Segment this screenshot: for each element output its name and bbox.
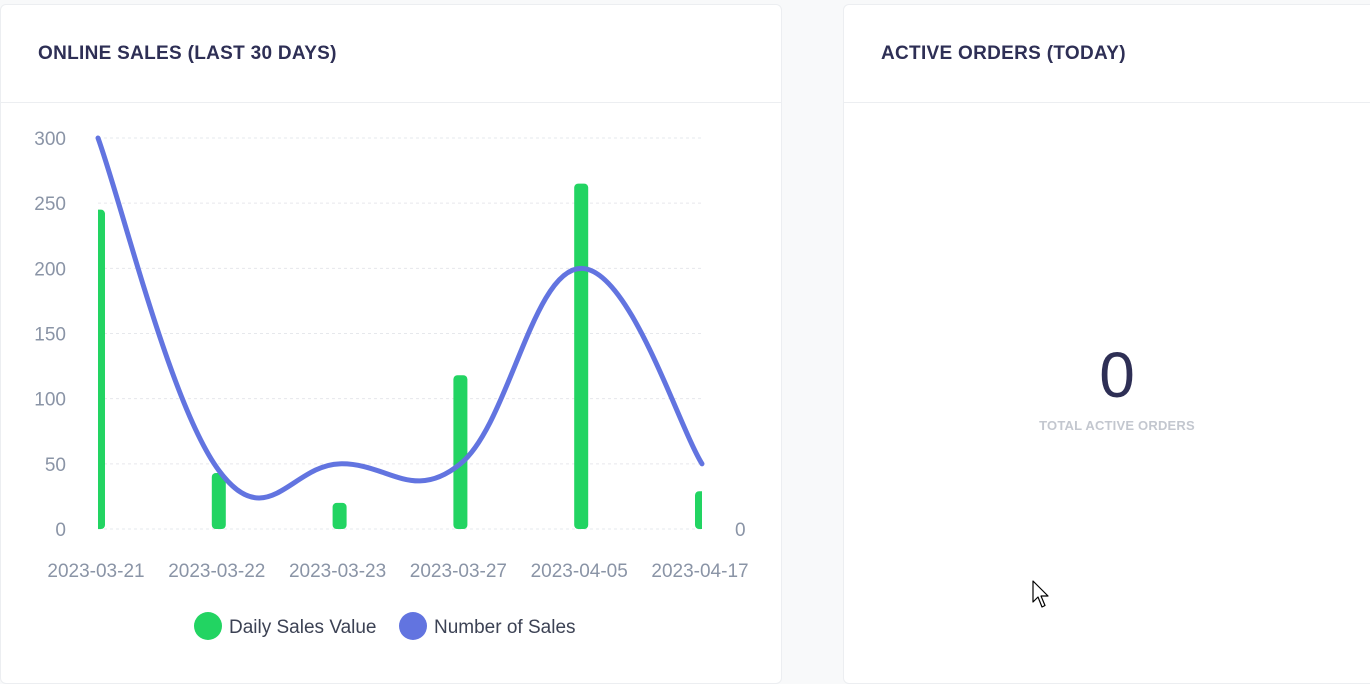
x-tick-label: 2023-03-27 bbox=[410, 561, 507, 582]
y-tick-label: 0 bbox=[55, 520, 66, 541]
active-orders-count: 0 bbox=[1099, 339, 1135, 411]
bar bbox=[695, 491, 702, 529]
online-sales-title: ONLINE SALES (LAST 30 DAYS) bbox=[38, 43, 337, 64]
x-tick-label: 2023-04-05 bbox=[531, 561, 628, 582]
y-tick-label: 250 bbox=[34, 194, 66, 215]
mouse-cursor-icon bbox=[1032, 580, 1049, 608]
y-tick-label: 50 bbox=[45, 455, 66, 476]
active-orders-title: ACTIVE ORDERS (TODAY) bbox=[881, 43, 1126, 64]
bar bbox=[332, 502, 347, 529]
online-sales-chart: 0 50 100 150 200 250 300 0 2023-03-21 2023-03-22 2… bbox=[34, 129, 749, 640]
online-sales-card-header: ONLINE SALES (LAST 30 DAYS) bbox=[1, 5, 781, 103]
y2-tick-label: 0 bbox=[735, 520, 746, 541]
legend-label[interactable]: Daily Sales Value bbox=[229, 617, 377, 638]
bar bbox=[574, 183, 589, 529]
y-tick-label: 200 bbox=[34, 259, 66, 280]
active-orders-card-header: ACTIVE ORDERS (TODAY) bbox=[844, 5, 1370, 103]
legend-marker[interactable] bbox=[194, 612, 222, 640]
active-orders-caption: TOTAL ACTIVE ORDERS bbox=[1039, 418, 1195, 433]
bar bbox=[98, 209, 105, 529]
x-tick-label: 2023-03-22 bbox=[168, 561, 265, 582]
online-sales-card: ONLINE SALES (LAST 30 DAYS) bbox=[0, 4, 782, 684]
x-tick-label: 2023-03-21 bbox=[47, 561, 144, 582]
y-tick-label: 150 bbox=[34, 325, 66, 346]
x-tick-label: 2023-03-23 bbox=[289, 561, 386, 582]
bar bbox=[453, 375, 468, 529]
x-tick-label: 2023-04-17 bbox=[651, 561, 748, 582]
y-tick-label: 100 bbox=[34, 390, 66, 411]
line-number-of-sales bbox=[95, 135, 705, 501]
active-orders-card: ACTIVE ORDERS (TODAY) 0 TOTAL ACTIVE ORD… bbox=[843, 4, 1370, 684]
legend-marker[interactable] bbox=[399, 612, 427, 640]
legend-label[interactable]: Number of Sales bbox=[434, 617, 576, 638]
bar bbox=[211, 472, 226, 529]
y-tick-label: 300 bbox=[34, 129, 66, 150]
